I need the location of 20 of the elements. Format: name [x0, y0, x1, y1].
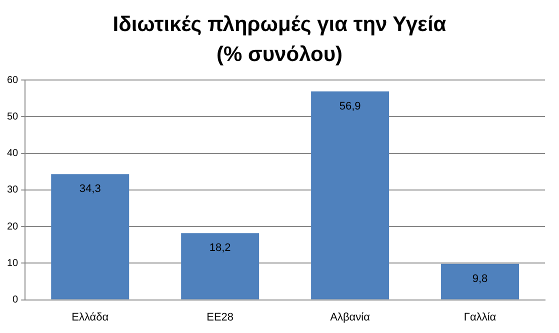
chart-title: Ιδιωτικές πληρωμές για την Υγεία (% συνόλου) — [112, 12, 448, 68]
y-tick-label: 50 — [7, 111, 19, 122]
data-label: 56,9 — [339, 100, 361, 112]
x-tick-label: ΕΕ28 — [206, 311, 234, 324]
x-tick-label: Ελλάδα — [72, 311, 110, 324]
x-tick-label: Γαλλία — [464, 311, 497, 324]
data-label: 9,8 — [472, 272, 488, 285]
y-tick-label: 0 — [12, 294, 19, 306]
y-tick-label: 10 — [7, 258, 19, 269]
data-label: 18,2 — [209, 242, 231, 254]
data-label: 34,3 — [79, 183, 101, 196]
y-tick-label: 60 — [7, 74, 19, 86]
bar — [441, 264, 520, 300]
bar — [311, 91, 390, 300]
y-tick-label: 30 — [7, 184, 19, 196]
x-tick-label: Αλβανία — [330, 311, 371, 324]
bar — [51, 174, 130, 300]
bar — [181, 233, 260, 300]
y-tick-label: 20 — [7, 221, 19, 232]
y-tick-label: 40 — [7, 148, 19, 160]
